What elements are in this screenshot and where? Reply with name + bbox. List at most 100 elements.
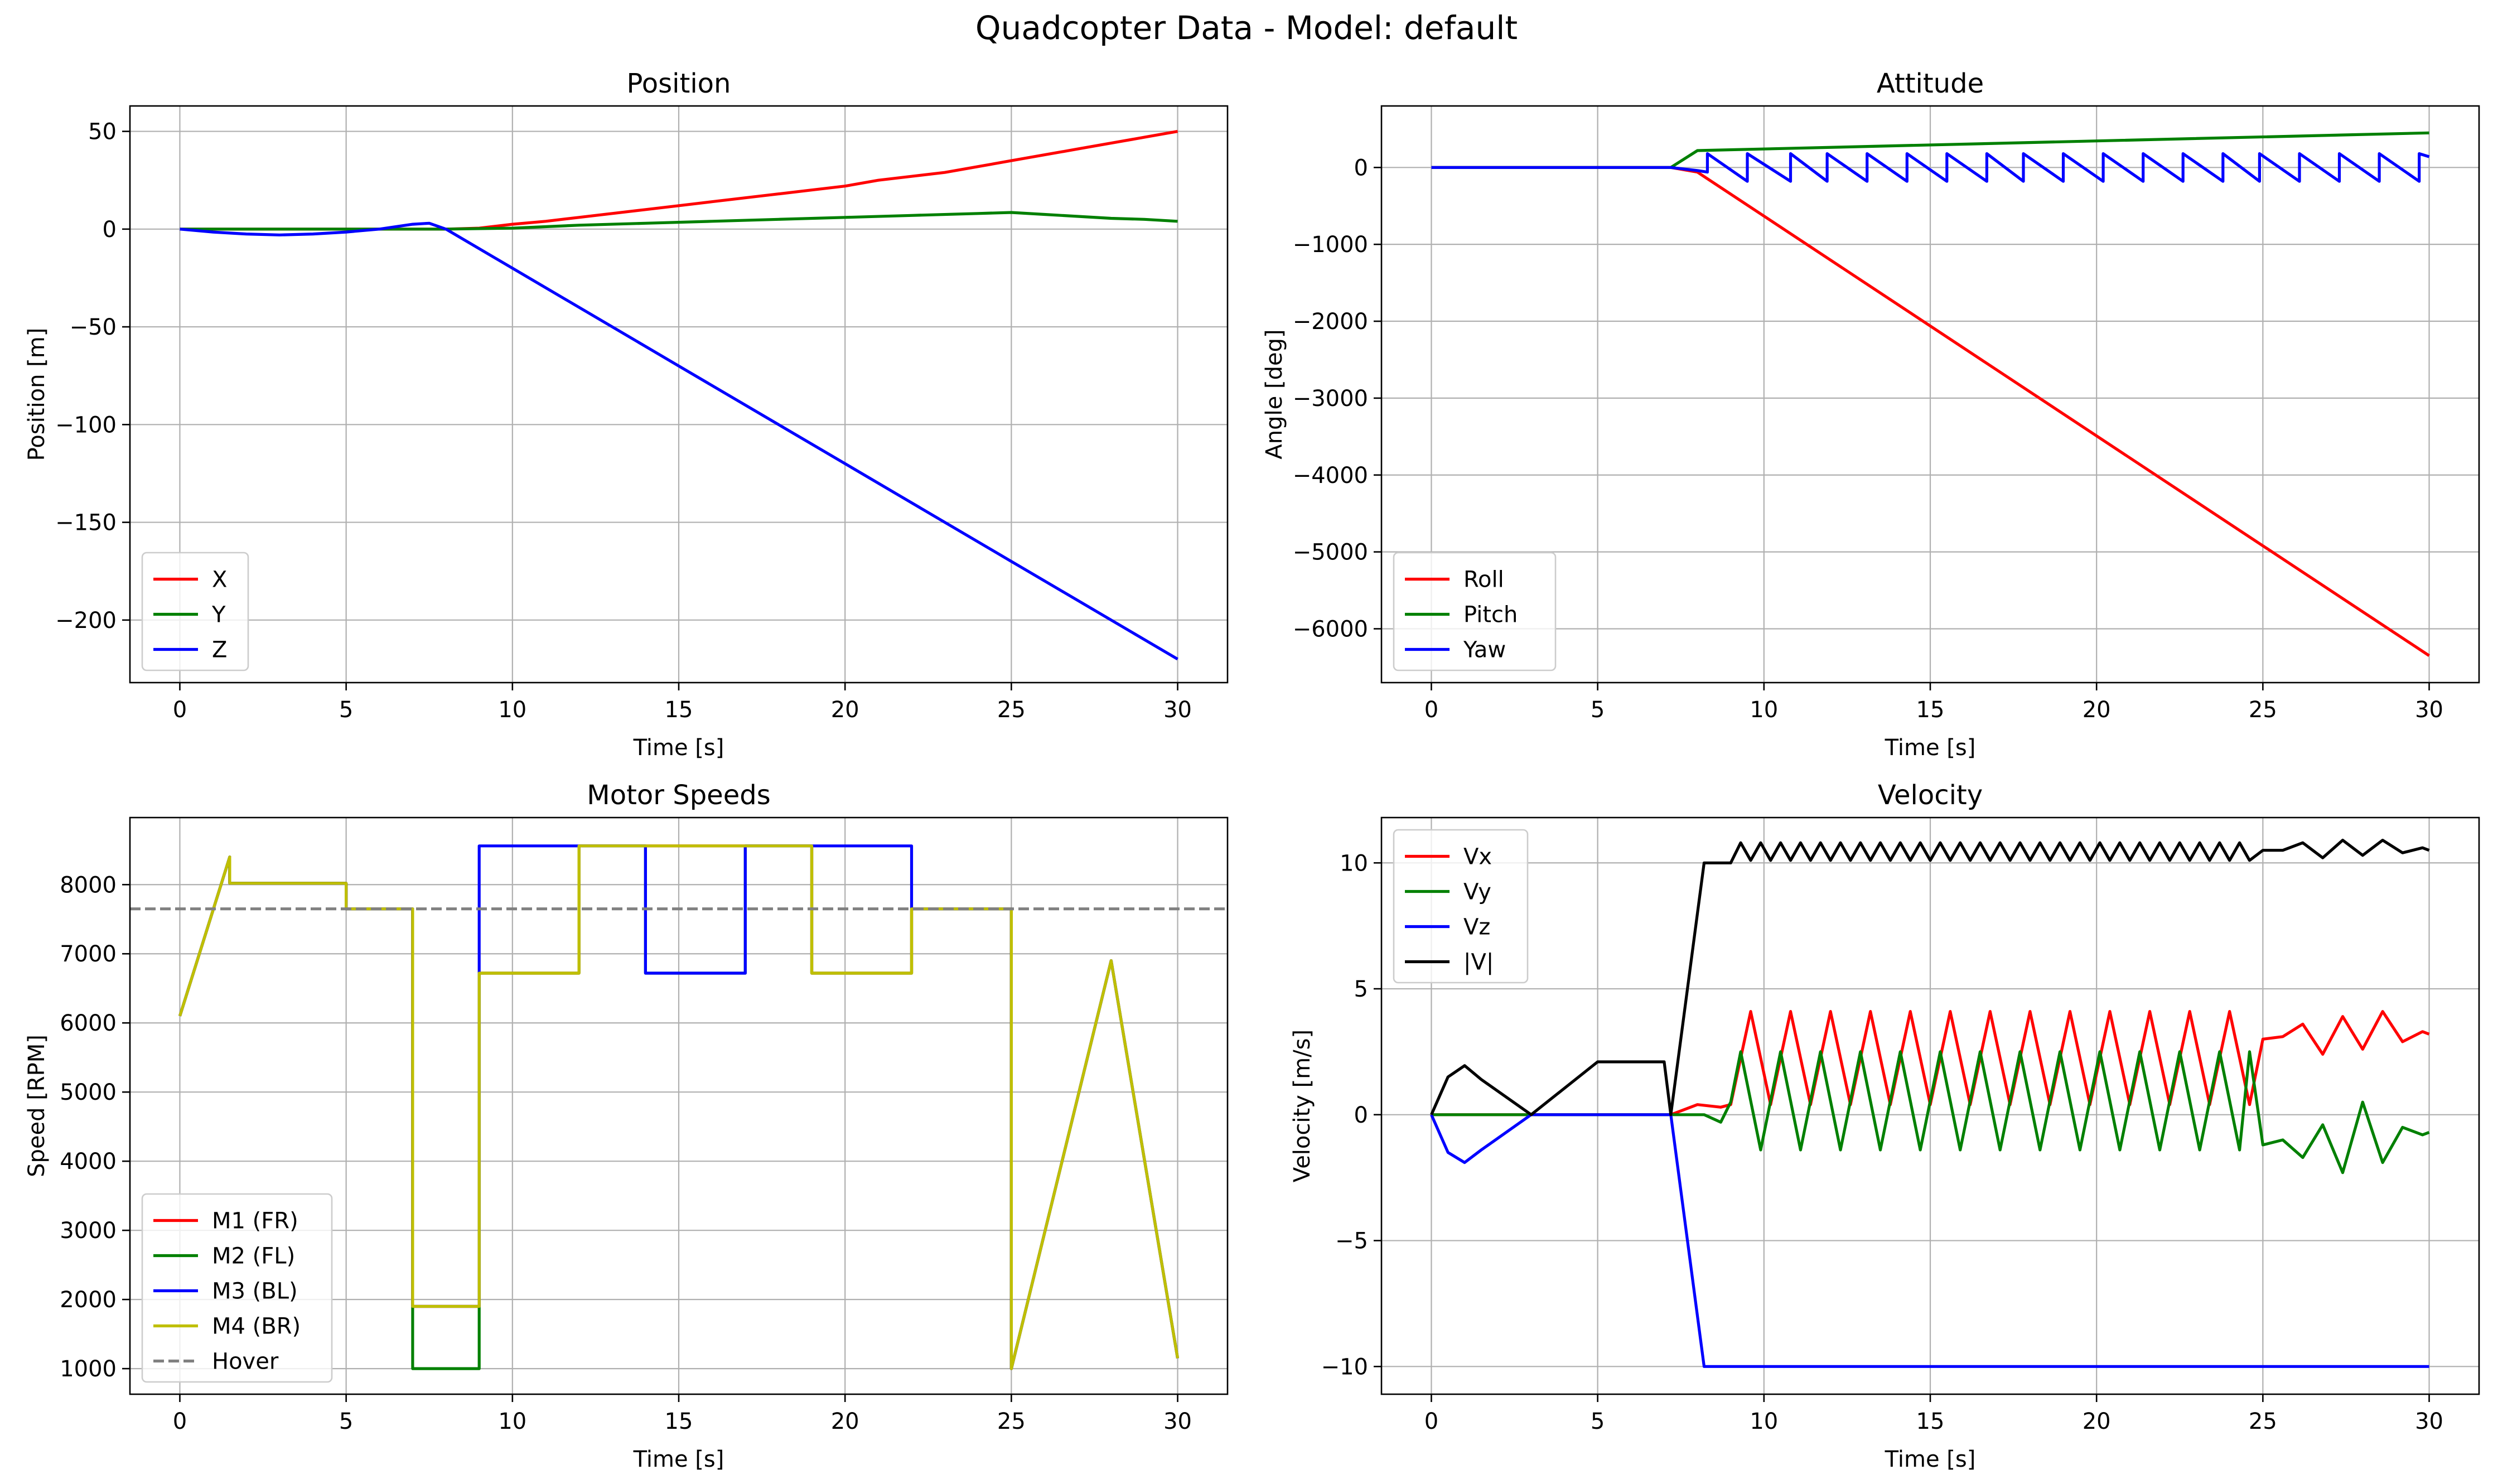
position-x-tick-label: 20	[831, 697, 859, 723]
motor-speeds-y-tick-label: 7000	[60, 941, 117, 967]
motor-speeds-x-tick-label: 25	[997, 1409, 1026, 1434]
velocity-x-axis-label: Time [s]	[1885, 1447, 1976, 1472]
velocity-x-tick-label: 5	[1591, 1409, 1605, 1434]
velocity-y-tick-label: 10	[1340, 850, 1368, 876]
position-x-tick-label: 5	[339, 697, 353, 723]
motor-speeds-legend-label: M1 (FR)	[212, 1209, 298, 1234]
velocity-y-tick-label: 0	[1354, 1103, 1368, 1128]
motor-speeds-y-tick-label: 5000	[60, 1080, 117, 1105]
velocity-x-tick-label: 20	[2083, 1409, 2111, 1434]
attitude-y-tick-label: 0	[1354, 155, 1368, 181]
motor-speeds-legend-label: M3 (BL)	[212, 1279, 298, 1304]
attitude-x-axis-label: Time [s]	[1885, 735, 1976, 761]
position-legend-label: X	[212, 567, 227, 593]
position-legend-label: Y	[211, 602, 226, 628]
attitude-series-line	[1431, 152, 2430, 183]
attitude-y-tick-label: −3000	[1293, 386, 1368, 412]
attitude-legend: Roll Pitch Yaw	[1393, 552, 1557, 671]
motor-speeds-legend: M1 (FR) M2 (FL) M3 (BL) M4 (BR) Hover	[141, 1193, 333, 1383]
velocity-legend-box	[1393, 829, 1529, 984]
velocity-title: Velocity	[1878, 780, 1983, 811]
motor-speeds-y-tick-label: 3000	[60, 1218, 117, 1244]
motor-speeds-y-tick-label: 4000	[60, 1149, 117, 1174]
attitude-x-tick-label: 5	[1591, 697, 1605, 723]
position-legend-label: Z	[212, 637, 227, 663]
attitude-x-tick-label: 20	[2083, 697, 2111, 723]
motor-speeds-y-tick-label: 1000	[60, 1356, 117, 1382]
attitude-y-tick-label: −2000	[1293, 309, 1368, 335]
velocity-series-group	[1430, 838, 2430, 1368]
position-y-tick-label: 0	[103, 217, 117, 243]
position-y-axis-label: Position [m]	[24, 328, 50, 461]
motor-speeds-y-tick-label: 6000	[60, 1011, 117, 1036]
attitude-y-tick-label: −4000	[1293, 463, 1368, 489]
attitude-y-tick-label: −5000	[1293, 540, 1368, 565]
position-series-group	[180, 130, 1178, 661]
position-y-tick-label: 50	[88, 119, 117, 145]
motor-speeds-legend-box	[141, 1193, 333, 1383]
attitude-legend-box	[1393, 552, 1557, 671]
position-title: Position	[627, 68, 731, 99]
motor-speeds-y-axis-label: Speed [RPM]	[24, 1035, 50, 1177]
position-x-tick-label: 0	[173, 697, 187, 723]
attitude-x-tick-label: 15	[1916, 697, 1945, 723]
position-y-tick-label: −150	[55, 510, 117, 536]
motor-speeds-x-tick-label: 15	[665, 1409, 693, 1434]
motor-speeds-x-axis-label: Time [s]	[633, 1447, 724, 1472]
velocity-legend: Vx Vy Vz |V|	[1393, 829, 1529, 984]
velocity-x-tick-label: 0	[1424, 1409, 1438, 1434]
position-x-tick-label: 30	[1163, 697, 1192, 723]
position-x-tick-label: 10	[498, 697, 526, 723]
velocity-y-tick-label: −5	[1335, 1229, 1368, 1254]
position-chart: 0 5 10 15 20 25 30 50 0 −50 −100 −150 −200 Position Ti…	[24, 68, 1229, 761]
motor-speeds-legend-label: Hover	[212, 1349, 279, 1375]
attitude-y-axis-label: Angle [deg]	[1262, 329, 1287, 459]
attitude-series-group	[1431, 131, 2430, 657]
motor-speeds-x-tick-label: 5	[339, 1409, 353, 1434]
attitude-title: Attitude	[1877, 68, 1984, 99]
attitude-y-tick-label: −6000	[1293, 616, 1368, 642]
attitude-x-tick-label: 10	[1750, 697, 1778, 723]
position-y-tick-label: −50	[70, 315, 117, 340]
velocity-y-tick-label: 5	[1354, 977, 1368, 1002]
attitude-legend-label: Yaw	[1463, 637, 1506, 663]
position-legend: XYZ	[141, 552, 249, 671]
attitude-legend-label: Pitch	[1463, 602, 1518, 628]
position-x-tick-label: 25	[997, 697, 1026, 723]
velocity-legend-label: Vy	[1463, 879, 1491, 905]
position-y-tick-label: −100	[55, 412, 117, 438]
motor-speeds-x-tick-label: 30	[1163, 1409, 1192, 1434]
position-x-axis-label: Time [s]	[633, 735, 724, 761]
velocity-legend-label: Vz	[1463, 915, 1490, 940]
motor-speeds-chart: 0 5 10 15 20 25 30 8000 7000 6000 5000 4000 3000 2000…	[24, 780, 1229, 1472]
attitude-y-tick-label: −1000	[1293, 232, 1368, 258]
velocity-y-axis-label: Velocity [m/s]	[1289, 1029, 1315, 1182]
motor-speeds-title: Motor Speeds	[587, 780, 770, 811]
motor-speeds-y-tick-label: 8000	[60, 872, 117, 898]
attitude-legend-label: Roll	[1463, 567, 1504, 593]
motor-speeds-x-tick-label: 20	[831, 1409, 859, 1434]
position-series-line	[180, 221, 1178, 661]
motor-speeds-series-group	[130, 844, 1228, 1370]
position-y-tick-label: −200	[55, 608, 117, 634]
position-legend-box	[141, 552, 249, 671]
motor-speeds-legend-label: M2 (FL)	[212, 1244, 295, 1269]
velocity-x-tick-label: 25	[2249, 1409, 2277, 1434]
velocity-x-tick-label: 15	[1916, 1409, 1945, 1434]
velocity-x-tick-label: 10	[1750, 1409, 1778, 1434]
motor-speeds-x-tick-label: 10	[498, 1409, 526, 1434]
velocity-chart: 0 5 10 15 20 25 30 10 5 0 −5 −10 Velocity Time [s] Vel…	[1289, 780, 2480, 1472]
position-x-tick-label: 15	[665, 697, 693, 723]
attitude-x-tick-label: 25	[2249, 697, 2277, 723]
velocity-legend-label: |V|	[1463, 950, 1494, 975]
figure-title: Quadcopter Data - Model: default	[975, 9, 1518, 47]
attitude-x-tick-label: 30	[2415, 697, 2443, 723]
motor-speeds-x-tick-label: 0	[173, 1409, 187, 1434]
motor-speeds-y-tick-label: 2000	[60, 1287, 117, 1313]
velocity-legend-label: Vx	[1463, 844, 1492, 870]
velocity-y-tick-label: −10	[1321, 1354, 1368, 1380]
velocity-series-line	[1431, 1050, 2430, 1174]
attitude-x-tick-label: 0	[1424, 697, 1438, 723]
